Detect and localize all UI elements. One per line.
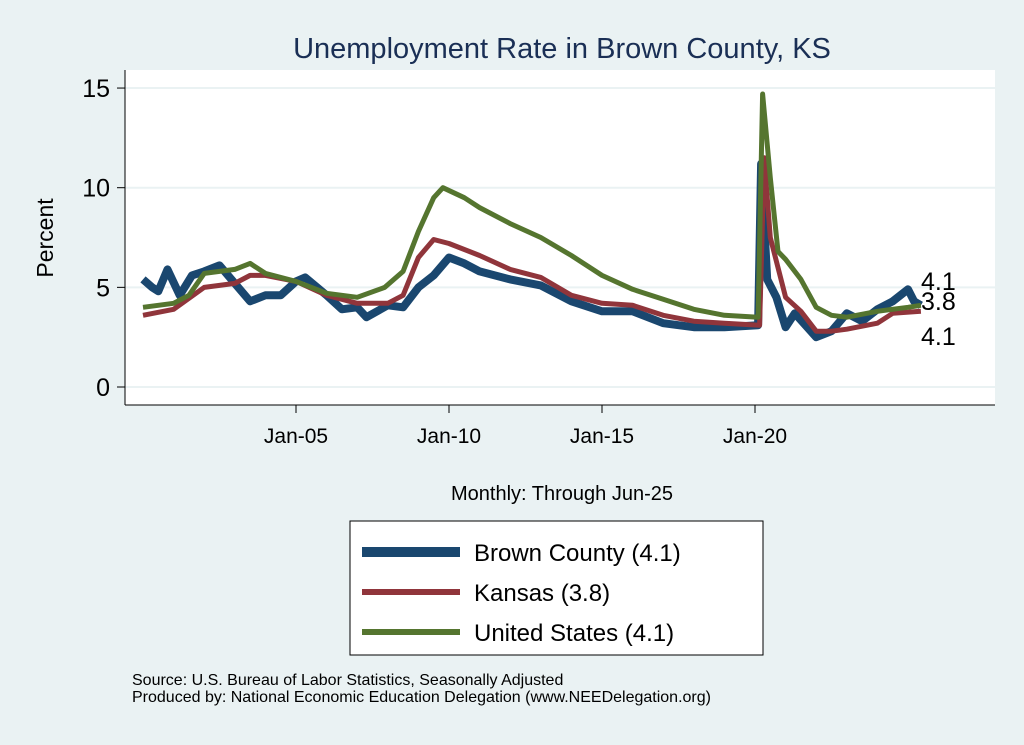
legend-label: United States (4.1)	[474, 620, 674, 647]
end-label: 3.8	[921, 288, 956, 316]
x-tick-label: Jan-15	[570, 425, 634, 448]
series-line-0	[140, 159, 923, 342]
x-tick-label: Jan-10	[417, 425, 481, 448]
y-axis-label: Percent	[32, 198, 58, 278]
source-note: Source: U.S. Bureau of Labor Statistics,…	[132, 672, 564, 689]
producer-note: Produced by: National Economic Education…	[132, 689, 711, 706]
series-line-2	[142, 91, 922, 320]
y-tick-label: 5	[96, 274, 110, 302]
y-tick-label: 0	[96, 374, 110, 402]
y-tick-label: 10	[82, 175, 110, 203]
plot-area	[125, 70, 995, 405]
legend-label: Kansas (3.8)	[474, 580, 610, 607]
end-label: 4.1	[921, 268, 956, 296]
x-tick-label: Jan-20	[723, 425, 787, 448]
end-label: 4.1	[921, 323, 956, 351]
chart-title: Unemployment Rate in Brown County, KS	[293, 33, 831, 65]
y-tick-label: 15	[82, 75, 110, 103]
legend-label: Brown County (4.1)	[474, 540, 681, 567]
x-axis-label: Monthly: Through Jun-25	[451, 483, 673, 505]
x-tick-label: Jan-05	[264, 425, 328, 448]
